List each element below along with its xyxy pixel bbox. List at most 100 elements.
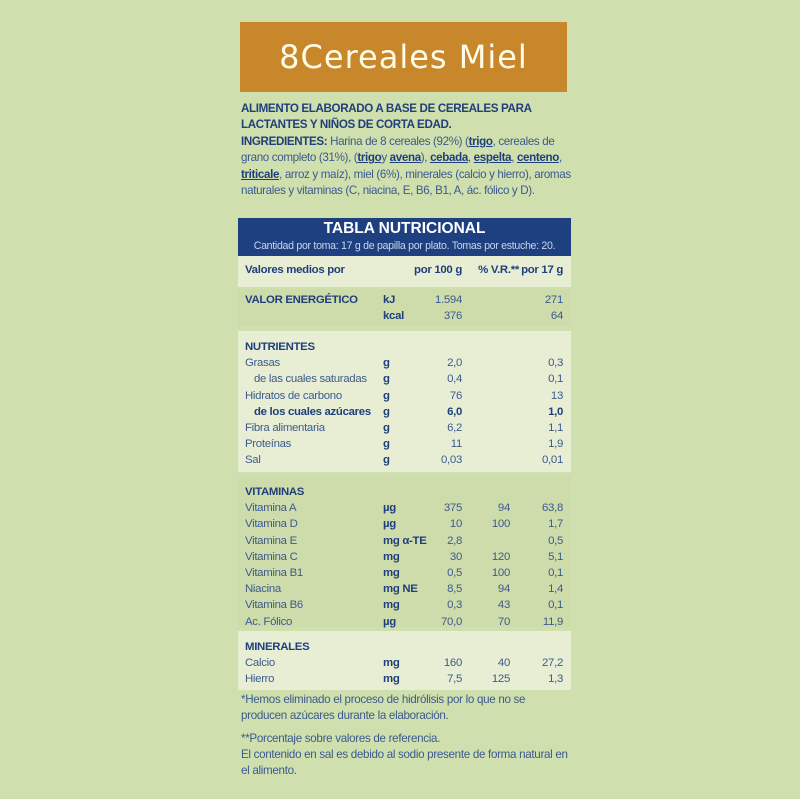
allergen-text: centeno bbox=[516, 151, 559, 165]
unit: mg NE bbox=[383, 583, 418, 596]
minerals-section: MINERALES Calcio mg 160 40 27,2 Hierro mg 7,5 125… bbox=[238, 631, 571, 690]
nutrient-name: Proteínas bbox=[245, 438, 292, 451]
unit: µg bbox=[383, 615, 396, 628]
table-row: Vitamina A µg 375 94 63,8 bbox=[238, 500, 571, 516]
section-label: MINERALES bbox=[245, 641, 310, 653]
unit: mg bbox=[383, 673, 400, 686]
allergen-text: espelta bbox=[473, 151, 512, 165]
value-per100: 0,5 bbox=[447, 566, 462, 579]
table-row: Hierro mg 7,5 125 1,3 bbox=[238, 671, 571, 687]
table-row: Proteínas g 11 1,9 bbox=[238, 436, 571, 452]
value-per17: 271 bbox=[544, 294, 563, 306]
table-header: TABLA NUTRICIONAL Cantidad por toma: 17 … bbox=[238, 218, 571, 256]
value-per100: 6,2 bbox=[447, 421, 462, 434]
value-vr: 94 bbox=[497, 502, 510, 515]
nutrient-name: Niacina bbox=[245, 583, 281, 596]
ingredient-text: y bbox=[381, 151, 390, 165]
allergen-text: cebada bbox=[430, 151, 468, 165]
unit: g bbox=[383, 421, 390, 434]
unit: g bbox=[383, 389, 390, 402]
section-label: VALOR ENERGÉTICO bbox=[245, 294, 358, 306]
value-vr: 100 bbox=[491, 566, 510, 579]
col-per17: por 17 g bbox=[521, 264, 563, 276]
value-vr: 40 bbox=[497, 657, 510, 670]
table-row: Sal g 0,03 0,01 bbox=[238, 452, 571, 468]
table-row: Vitamina B6 mg 0,3 43 0,1 bbox=[238, 597, 571, 613]
nutrient-name: Calcio bbox=[245, 657, 275, 670]
nutrient-name: Ac. Fólico bbox=[245, 615, 293, 628]
value-vr: 94 bbox=[497, 583, 510, 596]
value-per17: 0,5 bbox=[548, 534, 563, 547]
ingredient-text: , bbox=[558, 151, 562, 165]
value-per100: 8,5 bbox=[447, 583, 462, 596]
nutrient-name: Vitamina B6 bbox=[245, 599, 303, 612]
table-row: de los cuales azúcares g 6,0 1,0 bbox=[238, 404, 571, 420]
unit: g bbox=[383, 454, 390, 467]
product-title-banner: 8Cereales Miel bbox=[240, 22, 567, 92]
unit: g bbox=[383, 438, 390, 451]
nutrient-name: Vitamina C bbox=[245, 550, 298, 563]
value-per100: 376 bbox=[443, 310, 462, 323]
table-row: Grasas g 2,0 0,3 bbox=[238, 355, 571, 371]
ingredient-text: , bbox=[511, 151, 517, 165]
unit: µg bbox=[383, 502, 396, 515]
value-per100: 11 bbox=[450, 438, 463, 451]
unit: g bbox=[383, 357, 390, 370]
value-per17: 27,2 bbox=[542, 657, 563, 670]
unit: kcal bbox=[383, 310, 404, 323]
nutrient-name: Hierro bbox=[245, 673, 275, 686]
unit: g bbox=[383, 373, 390, 386]
ingredient-text: ), bbox=[420, 151, 431, 165]
value-per100: 10 bbox=[449, 518, 462, 531]
value-per17: 0,3 bbox=[548, 357, 563, 370]
nutrient-name: de las cuales saturadas bbox=[254, 373, 367, 386]
product-description: ALIMENTO ELABORADO A BASE DE CEREALES PA… bbox=[241, 101, 571, 199]
table-row: Calcio mg 160 40 27,2 bbox=[238, 655, 571, 671]
value-per17: 0,1 bbox=[548, 373, 563, 386]
allergen-text: triticale bbox=[241, 167, 280, 181]
unit: mg α-TE bbox=[383, 534, 427, 547]
value-per100: 375 bbox=[443, 502, 462, 515]
unit: mg bbox=[383, 550, 400, 563]
nutrient-name: Fibra alimentaria bbox=[245, 421, 325, 434]
allergen-text: trigo bbox=[357, 151, 382, 165]
value-per17: 63,8 bbox=[542, 502, 563, 515]
nutrients-section: NUTRIENTES Grasas g 2,0 0,3 de las cuales sat… bbox=[238, 331, 571, 472]
col-per100: por 100 g bbox=[414, 264, 462, 276]
value-per17: 1,3 bbox=[548, 673, 563, 686]
table-row: Fibra alimentaria g 6,2 1,1 bbox=[238, 420, 571, 436]
value-per17: 1,1 bbox=[548, 421, 563, 434]
allergen-text: trigo bbox=[468, 134, 493, 148]
nutrient-name: Vitamina E bbox=[245, 534, 297, 547]
footnotes: *Hemos eliminado el proceso de hidrólisi… bbox=[241, 692, 571, 786]
value-vr: 120 bbox=[491, 550, 510, 563]
table-row: kcal 376 64 bbox=[238, 308, 571, 324]
nutrient-name: Hidratos de carbono bbox=[245, 389, 342, 402]
value-per17: 64 bbox=[550, 310, 563, 323]
table-row: Hidratos de carbono g 76 13 bbox=[238, 388, 571, 404]
ingredients-text: Harina de 8 cereales (92%) (trigo, cerea… bbox=[241, 135, 571, 197]
column-header-row: Valores medios por por 100 g % V.R.** po… bbox=[238, 256, 571, 287]
product-title: 8Cereales Miel bbox=[279, 38, 528, 76]
energy-section: VALOR ENERGÉTICO kJ 1.594 271 kcal 376 64 bbox=[238, 289, 571, 326]
footnote-salt: El contenido en sal es debido al sodio p… bbox=[241, 748, 568, 777]
value-vr: 100 bbox=[491, 518, 510, 531]
allergen-text: avena bbox=[389, 151, 421, 165]
product-heading: ALIMENTO ELABORADO A BASE DE CEREALES PA… bbox=[241, 102, 532, 132]
table-row: Vitamina B1 mg 0,5 100 0,1 bbox=[238, 565, 571, 581]
table-row: VALOR ENERGÉTICO kJ 1.594 271 bbox=[238, 292, 571, 308]
table-row: Niacina mg NE 8,5 94 1,4 bbox=[238, 581, 571, 597]
value-per100: 0,4 bbox=[447, 373, 462, 386]
value-per17: 1,7 bbox=[548, 518, 563, 531]
ingredient-text: , arroz y maíz), miel (6%), minerales (c… bbox=[241, 167, 571, 198]
value-per100: 70,0 bbox=[441, 615, 462, 628]
value-per100: 0,03 bbox=[441, 454, 462, 467]
value-per17: 0,1 bbox=[548, 599, 563, 612]
value-per17: 11,9 bbox=[542, 615, 563, 628]
value-vr: 125 bbox=[491, 673, 510, 686]
value-per100: 2,8 bbox=[447, 534, 462, 547]
value-vr: 70 bbox=[497, 615, 510, 628]
col-vr: % V.R.** bbox=[478, 264, 519, 276]
nutrient-name: Vitamina D bbox=[245, 518, 298, 531]
